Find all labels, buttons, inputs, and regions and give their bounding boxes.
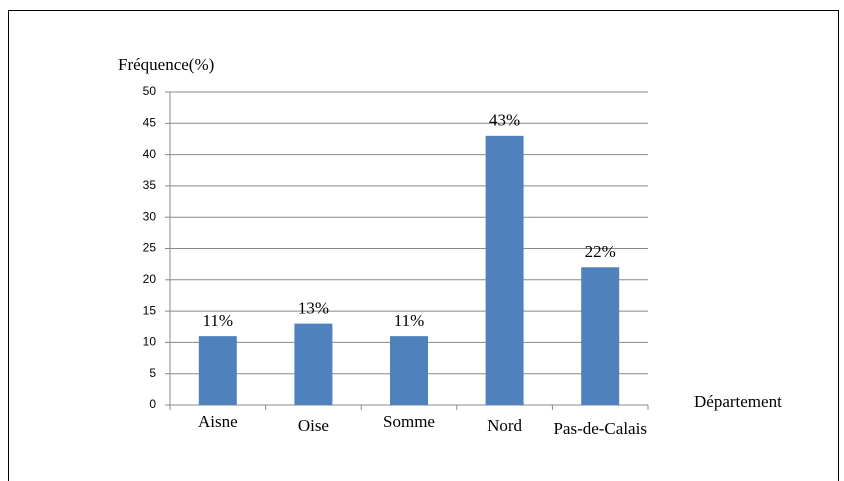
y-tick-label: 35 xyxy=(143,178,157,192)
x-tick-label: Aisne xyxy=(198,412,238,431)
bar xyxy=(485,135,524,405)
bar xyxy=(581,267,620,405)
x-tick-label: Somme xyxy=(383,412,435,431)
y-tick-label: 30 xyxy=(143,209,157,223)
x-axis-label: Département xyxy=(694,392,782,411)
y-tick-label: 5 xyxy=(149,366,156,380)
y-tick-label: 0 xyxy=(149,397,156,411)
y-tick-label: 45 xyxy=(143,115,157,129)
x-tick-label: Nord xyxy=(487,416,522,435)
bar xyxy=(294,323,333,405)
y-tick-label: 40 xyxy=(143,147,157,161)
y-tick-label: 10 xyxy=(143,335,157,349)
data-label: 22% xyxy=(585,242,616,261)
bar xyxy=(390,336,428,405)
bar xyxy=(198,336,237,405)
x-tick-label: Oise xyxy=(298,416,329,435)
y-tick-label: 50 xyxy=(143,84,157,98)
data-label: 11% xyxy=(203,311,234,330)
y-tick-label: 25 xyxy=(143,241,157,255)
y-axis-label: Fréquence(%) xyxy=(118,55,214,74)
data-label: 43% xyxy=(489,111,520,130)
y-tick-label: 20 xyxy=(143,272,157,286)
x-tick-label: Pas-de-Calais xyxy=(553,419,646,438)
y-tick-label: 15 xyxy=(143,303,157,317)
frame xyxy=(8,10,839,481)
data-label: 13% xyxy=(298,299,329,318)
data-label: 11% xyxy=(394,311,425,330)
